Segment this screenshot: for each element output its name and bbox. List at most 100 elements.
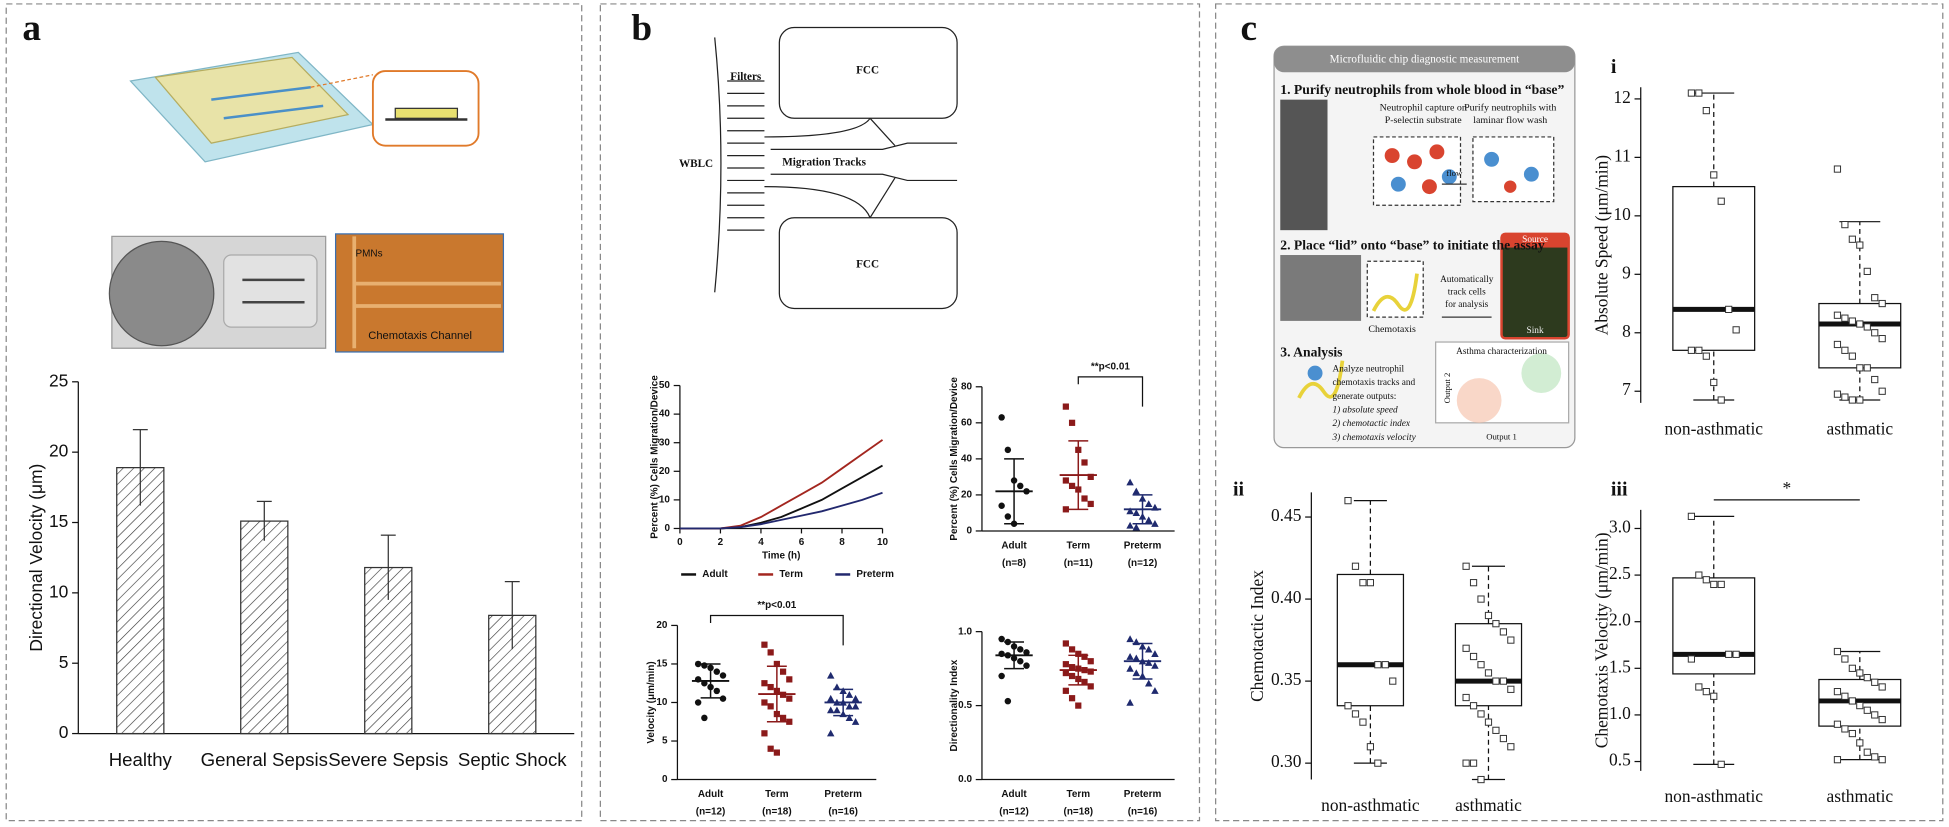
box [1336,573,1405,707]
diagram-label: Chemotaxis [1368,324,1416,335]
y-axis-label: Chemotactic Index [1247,570,1267,702]
data-point [1833,647,1842,656]
bar [116,467,165,735]
x-tick-label: 2 [718,537,724,548]
y-tick-label: 20 [659,466,671,477]
data-point [1344,702,1352,710]
y-tick-label: 0.40 [1271,587,1302,607]
data-point [1087,683,1094,690]
data-point [694,699,702,706]
data-point [1004,513,1012,520]
data-point [1087,500,1094,508]
data-point [786,718,793,725]
y-tick-label: 11 [1614,145,1631,165]
diagram-label: PMNs [355,248,382,259]
x-tick-label: 10 [877,537,889,548]
data-point [1856,701,1864,710]
data-point [1151,687,1159,694]
data-point [1695,571,1703,579]
x-tick-label: 0 [677,537,683,548]
y-tick-label: 0.45 [1271,505,1302,525]
data-point [1366,743,1374,751]
diagram-label: WBLC [679,158,713,170]
diagram-label: 1. Purify neutrophils from whole blood i… [1280,82,1564,97]
annotation: **p<0.01 [757,600,796,611]
data-point [1856,320,1864,328]
chart-title: ii [1233,479,1245,501]
data-point [701,714,708,722]
x-tick-label: non-asthmatic [1664,418,1763,438]
data-point [1477,595,1485,603]
data-point [1841,346,1849,354]
y-axis-label: Percent (%) Cells Migration/Device [650,375,661,539]
x-tick-label: General Sepsis [201,749,328,770]
data-point [1469,702,1478,710]
data-point [1132,487,1141,495]
y-axis-label: Percent (%) Cells Migration/Device [949,377,960,541]
y-tick-label: 10 [659,495,671,506]
data-point [1710,580,1718,589]
box [1818,302,1902,369]
y-tick-label: 50 [659,380,671,391]
data-point [851,694,860,702]
data-point [1075,702,1082,709]
x-tick-label: non-asthmatic [1321,795,1420,815]
x-tick-label: Preterm [824,789,862,800]
data-point [1151,661,1159,669]
data-point [1848,664,1856,672]
diagram-label: chemotaxis tracks and [1332,378,1415,388]
data-point [1695,683,1703,691]
data-point [713,668,721,675]
data-point [1017,657,1024,665]
data-point [713,687,721,695]
data-point [1702,352,1710,360]
data-point [779,714,787,722]
data-point [1717,760,1725,768]
data-point [1469,652,1478,661]
y-tick-label: 0 [966,526,972,537]
data-point [1871,375,1879,384]
y-tick-label: 20 [49,441,68,461]
data-point [1848,352,1856,360]
x-tick-sublabel: (n=18) [762,807,792,818]
diagram-label: laminar flow wash [1473,115,1547,126]
data-point [1507,743,1515,751]
y-tick-label: 0.5 [958,700,972,711]
data-point [1871,678,1879,686]
data-point [1841,393,1849,401]
series-line [679,439,884,530]
data-point [1695,346,1703,354]
data-point [1732,650,1740,658]
x-tick-sublabel: (n=12) [696,807,726,818]
data-point [1068,646,1076,653]
data-point [1687,655,1695,663]
legend-label: Preterm [856,569,894,580]
diagram-label: 2) chemotactic index [1332,418,1410,429]
x-tick-label: asthmatic [1455,795,1522,815]
data-point [1087,658,1094,665]
y-tick-label: 12 [1613,87,1630,107]
y-axis-label: Absolute Speed (μm/min) [1591,155,1611,336]
box [1454,623,1523,707]
data-point [1507,685,1515,693]
data-point [1717,580,1725,589]
data-point [1151,520,1159,527]
data-point [1359,579,1367,587]
box [1672,185,1756,351]
x-tick-sublabel: (n=12) [999,807,1029,818]
data-point [1062,669,1069,677]
y-tick-label: 10 [49,581,68,601]
data-point [761,730,768,737]
data-point [833,683,841,691]
x-tick-label: Term [1067,541,1091,552]
data-point [786,676,793,683]
panel-label: c [1240,8,1257,49]
data-point [694,660,702,668]
data-point [1492,677,1500,685]
data-point [1833,390,1842,398]
data-point [1856,739,1864,747]
data-point [1462,759,1470,767]
data-point [998,635,1005,643]
